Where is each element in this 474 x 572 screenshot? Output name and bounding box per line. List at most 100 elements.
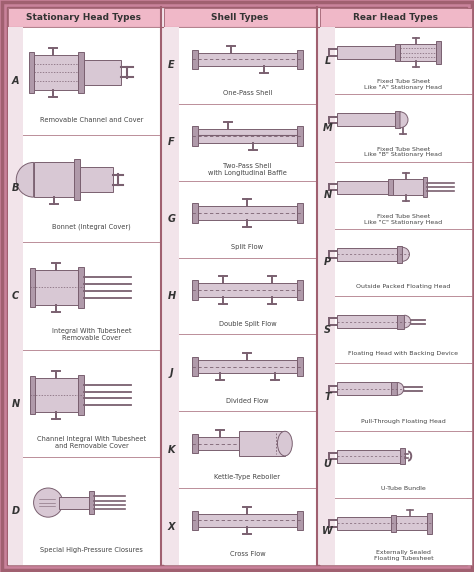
FancyBboxPatch shape: [8, 350, 23, 458]
FancyBboxPatch shape: [164, 488, 316, 565]
Wedge shape: [400, 112, 408, 128]
Text: Bonnet (Integral Cover): Bonnet (Integral Cover): [52, 224, 131, 231]
FancyBboxPatch shape: [198, 283, 297, 296]
FancyBboxPatch shape: [320, 431, 335, 498]
FancyBboxPatch shape: [78, 267, 84, 308]
Text: G: G: [167, 214, 175, 224]
FancyBboxPatch shape: [164, 8, 316, 27]
FancyBboxPatch shape: [337, 113, 395, 126]
FancyBboxPatch shape: [297, 357, 303, 376]
Text: S: S: [324, 325, 331, 335]
FancyBboxPatch shape: [320, 498, 335, 565]
Wedge shape: [16, 162, 34, 197]
FancyBboxPatch shape: [8, 27, 160, 134]
FancyBboxPatch shape: [192, 357, 198, 376]
Text: Removable Channel and Cover: Removable Channel and Cover: [40, 117, 143, 122]
FancyBboxPatch shape: [297, 511, 303, 530]
FancyBboxPatch shape: [400, 44, 437, 61]
FancyBboxPatch shape: [34, 270, 78, 305]
Text: Kettle-Type Reboiler: Kettle-Type Reboiler: [215, 474, 281, 480]
FancyBboxPatch shape: [388, 178, 392, 196]
FancyBboxPatch shape: [395, 112, 400, 128]
FancyBboxPatch shape: [337, 382, 392, 395]
FancyBboxPatch shape: [164, 104, 179, 181]
FancyBboxPatch shape: [337, 248, 397, 261]
Circle shape: [34, 488, 63, 517]
Text: Rear Head Types: Rear Head Types: [354, 13, 438, 22]
FancyBboxPatch shape: [164, 335, 316, 411]
FancyBboxPatch shape: [164, 27, 179, 104]
FancyBboxPatch shape: [427, 513, 432, 534]
Text: E: E: [168, 61, 175, 70]
FancyBboxPatch shape: [320, 363, 472, 431]
FancyBboxPatch shape: [164, 411, 179, 488]
FancyBboxPatch shape: [392, 515, 396, 531]
Text: Stationary Head Types: Stationary Head Types: [27, 13, 142, 22]
FancyBboxPatch shape: [297, 203, 303, 223]
Text: Divided Flow: Divided Flow: [226, 398, 269, 403]
Text: Fixed Tube Sheet
Like "C" Stationary Head: Fixed Tube Sheet Like "C" Stationary Hea…: [365, 214, 443, 225]
Wedge shape: [404, 315, 411, 328]
FancyBboxPatch shape: [8, 458, 160, 565]
Text: F: F: [168, 137, 175, 147]
FancyBboxPatch shape: [320, 229, 335, 296]
FancyBboxPatch shape: [392, 383, 397, 395]
Ellipse shape: [277, 431, 292, 456]
FancyBboxPatch shape: [400, 448, 405, 464]
FancyBboxPatch shape: [320, 94, 335, 161]
Text: Special High-Pressure Closures: Special High-Pressure Closures: [40, 547, 143, 553]
FancyBboxPatch shape: [8, 27, 23, 134]
FancyBboxPatch shape: [320, 431, 472, 498]
FancyBboxPatch shape: [8, 134, 23, 242]
FancyBboxPatch shape: [320, 27, 472, 94]
Text: Two-Pass Shell
with Longitudinal Baffle: Two-Pass Shell with Longitudinal Baffle: [208, 164, 287, 176]
FancyBboxPatch shape: [423, 177, 427, 197]
FancyBboxPatch shape: [8, 242, 23, 350]
Text: Cross Flow: Cross Flow: [230, 551, 265, 557]
Text: T: T: [324, 392, 331, 402]
FancyBboxPatch shape: [192, 511, 198, 530]
FancyBboxPatch shape: [34, 55, 78, 90]
FancyBboxPatch shape: [198, 514, 297, 527]
FancyBboxPatch shape: [29, 376, 35, 414]
FancyBboxPatch shape: [164, 257, 179, 335]
FancyBboxPatch shape: [337, 181, 388, 193]
FancyBboxPatch shape: [337, 450, 400, 463]
FancyBboxPatch shape: [34, 378, 78, 412]
FancyBboxPatch shape: [28, 52, 34, 93]
Text: Fixed Tube Sheet
Like "B" Stationary Head: Fixed Tube Sheet Like "B" Stationary Hea…: [365, 146, 443, 157]
Text: Integral With Tubesheet
Removable Cover: Integral With Tubesheet Removable Cover: [52, 328, 131, 341]
Text: Channel Integral With Tubesheet
and Removable Cover: Channel Integral With Tubesheet and Remo…: [37, 436, 146, 449]
FancyBboxPatch shape: [198, 206, 297, 220]
FancyBboxPatch shape: [198, 360, 297, 374]
FancyBboxPatch shape: [198, 53, 297, 66]
FancyBboxPatch shape: [320, 161, 472, 229]
Wedge shape: [397, 383, 404, 395]
Text: N: N: [323, 190, 331, 200]
Text: X: X: [168, 522, 175, 531]
FancyBboxPatch shape: [198, 437, 238, 450]
FancyBboxPatch shape: [164, 335, 179, 411]
Text: D: D: [11, 506, 19, 516]
FancyBboxPatch shape: [164, 181, 179, 257]
FancyBboxPatch shape: [84, 59, 121, 85]
Text: Double Split Flow: Double Split Flow: [219, 321, 276, 327]
FancyBboxPatch shape: [192, 434, 198, 453]
Text: C: C: [12, 291, 19, 301]
FancyBboxPatch shape: [198, 129, 297, 143]
FancyBboxPatch shape: [8, 242, 160, 350]
FancyBboxPatch shape: [337, 517, 392, 530]
FancyBboxPatch shape: [320, 8, 472, 27]
FancyBboxPatch shape: [337, 46, 395, 59]
FancyBboxPatch shape: [238, 431, 285, 456]
FancyBboxPatch shape: [320, 27, 335, 94]
Text: Shell Types: Shell Types: [211, 13, 269, 22]
FancyBboxPatch shape: [320, 363, 335, 431]
FancyBboxPatch shape: [164, 181, 316, 257]
FancyBboxPatch shape: [78, 375, 84, 415]
Text: P: P: [324, 257, 331, 267]
FancyBboxPatch shape: [320, 498, 472, 565]
FancyBboxPatch shape: [337, 315, 397, 328]
Text: Split Flow: Split Flow: [231, 244, 264, 250]
FancyBboxPatch shape: [297, 280, 303, 300]
